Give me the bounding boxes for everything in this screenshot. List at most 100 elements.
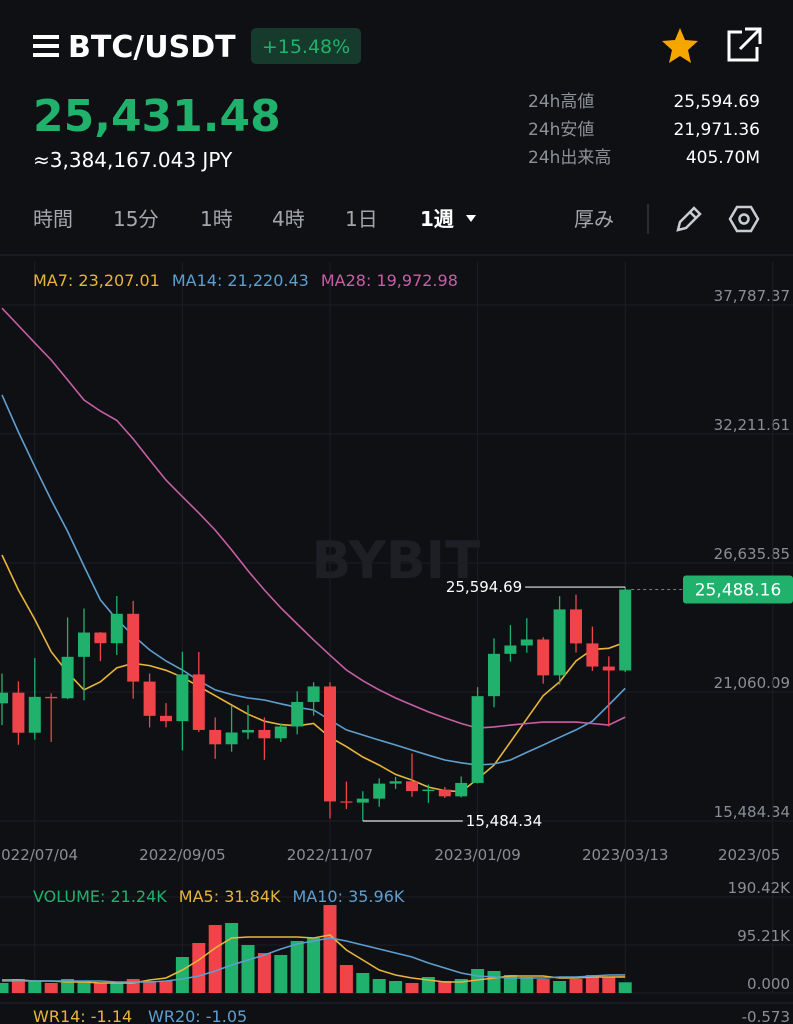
volume-bar	[225, 923, 239, 993]
candle-body	[0, 692, 8, 704]
candle-body	[110, 613, 123, 644]
tab-active[interactable]: 1週	[420, 207, 454, 231]
stat-value: 405.70M	[686, 148, 760, 168]
change: +15.48%	[262, 36, 350, 58]
candle-body	[12, 692, 25, 733]
stat-label: 24h出来高	[528, 148, 611, 168]
candle-body	[553, 609, 566, 676]
y-tick-label: 37,787.37	[714, 287, 790, 305]
volume-bar	[339, 965, 353, 993]
last-price-tag	[683, 575, 793, 604]
indicator-legend: WR14: -1.14	[33, 1007, 132, 1024]
indicator-legend: WR20: -1.05	[148, 1007, 247, 1024]
tab[interactable]: 15分	[113, 207, 158, 231]
tab[interactable]: 1日	[345, 207, 378, 231]
stat-value: 21,971.36	[673, 120, 760, 140]
volume-bar	[405, 983, 419, 993]
candle-body	[324, 686, 336, 802]
candle-body	[602, 666, 615, 671]
volume-bar	[553, 981, 567, 993]
candle-body	[504, 645, 517, 654]
candle-body	[225, 732, 238, 745]
volume-ma-line	[2, 934, 626, 984]
candle-body	[537, 639, 550, 676]
legend-entry: MA7: 23,207.01	[33, 271, 160, 290]
x-tick-label: 2022/11/07	[287, 846, 373, 864]
fiat-price: ≈3,384,167.043 JPY	[33, 148, 233, 172]
candle-body	[242, 729, 254, 733]
dropdown-icon[interactable]	[466, 215, 476, 222]
tab[interactable]: 4時	[272, 207, 305, 231]
draw-icon[interactable]	[676, 206, 702, 232]
menu-icon[interactable]	[33, 35, 59, 57]
candle-body	[389, 781, 402, 784]
settings-icon[interactable]	[728, 205, 760, 233]
candle-body	[127, 613, 140, 682]
volume-bar	[520, 977, 534, 993]
ma-line	[1, 307, 626, 729]
tab[interactable]: 時間	[33, 207, 73, 231]
depth-tab[interactable]: 厚み	[574, 207, 614, 231]
candle-body	[258, 729, 271, 739]
volume-ma-line	[2, 937, 626, 983]
candle-body	[520, 639, 533, 646]
candle-body	[373, 783, 386, 799]
candle-body	[455, 782, 468, 797]
legend-entry: MA28: 19,972.98	[321, 271, 458, 290]
volume-bar	[143, 981, 157, 993]
volume-bar	[257, 953, 271, 993]
x-tick-label: 2023/03/13	[582, 846, 668, 864]
volume-bar	[536, 979, 550, 993]
candle-body	[160, 715, 172, 722]
change-badge	[251, 28, 361, 64]
volume-bar	[93, 983, 107, 993]
legend-entry: MA10: 35.96K	[292, 887, 404, 906]
candle-body	[570, 609, 582, 644]
candle-body	[143, 681, 156, 716]
y-tick-label: 26,635.85	[714, 545, 790, 563]
legend-entry: MA14: 21,220.43	[172, 271, 309, 290]
volume-bar	[602, 977, 616, 993]
stat-label: 24h安値	[528, 120, 594, 140]
volume-bar	[503, 975, 517, 993]
volume-bar	[110, 983, 124, 993]
volume-bar	[0, 983, 9, 993]
volume-bar	[389, 981, 403, 993]
candle-body	[45, 696, 58, 699]
volume-bar	[11, 979, 25, 993]
x-tick-label: 2022/07/04	[0, 846, 78, 864]
min-label: 15,484.34	[466, 812, 542, 830]
y-tick-label: 0.000	[747, 975, 790, 993]
y-tick-label: 21,060.09	[714, 674, 790, 692]
candle-body	[291, 701, 304, 727]
candle-body	[586, 643, 599, 667]
legend-entry: VOLUME: 21.24K	[33, 887, 167, 906]
volume-bar	[487, 971, 501, 993]
y-tick-label: 190.42K	[728, 879, 791, 897]
volume-bar	[356, 973, 370, 993]
volume-bar	[208, 925, 222, 993]
last-price-label: 25,488.16	[695, 581, 782, 601]
x-tick-label: 2023/05	[718, 846, 780, 864]
share-icon[interactable]	[727, 27, 762, 62]
volume-bar	[159, 981, 173, 993]
x-tick-label: 2022/09/05	[139, 846, 225, 864]
last-price: 25,431.48	[33, 91, 281, 142]
x-tick-label: 2023/01/09	[434, 846, 520, 864]
volume-bar	[585, 975, 599, 993]
candle-body	[176, 674, 189, 722]
symbol[interactable]: BTC/USDT	[68, 30, 236, 65]
volume-bar	[372, 979, 386, 993]
volume-bar	[241, 945, 255, 993]
volume-bar	[192, 943, 206, 993]
volume-bar	[323, 905, 337, 993]
candle-body	[61, 656, 74, 699]
candle-body	[488, 653, 500, 697]
favorite-icon[interactable]	[662, 28, 698, 63]
y-tick-label: 15,484.34	[714, 803, 790, 821]
volume-bar	[77, 981, 91, 993]
volume-bar	[307, 938, 321, 993]
tab[interactable]: 1時	[200, 207, 233, 231]
volume-bar	[618, 982, 632, 993]
